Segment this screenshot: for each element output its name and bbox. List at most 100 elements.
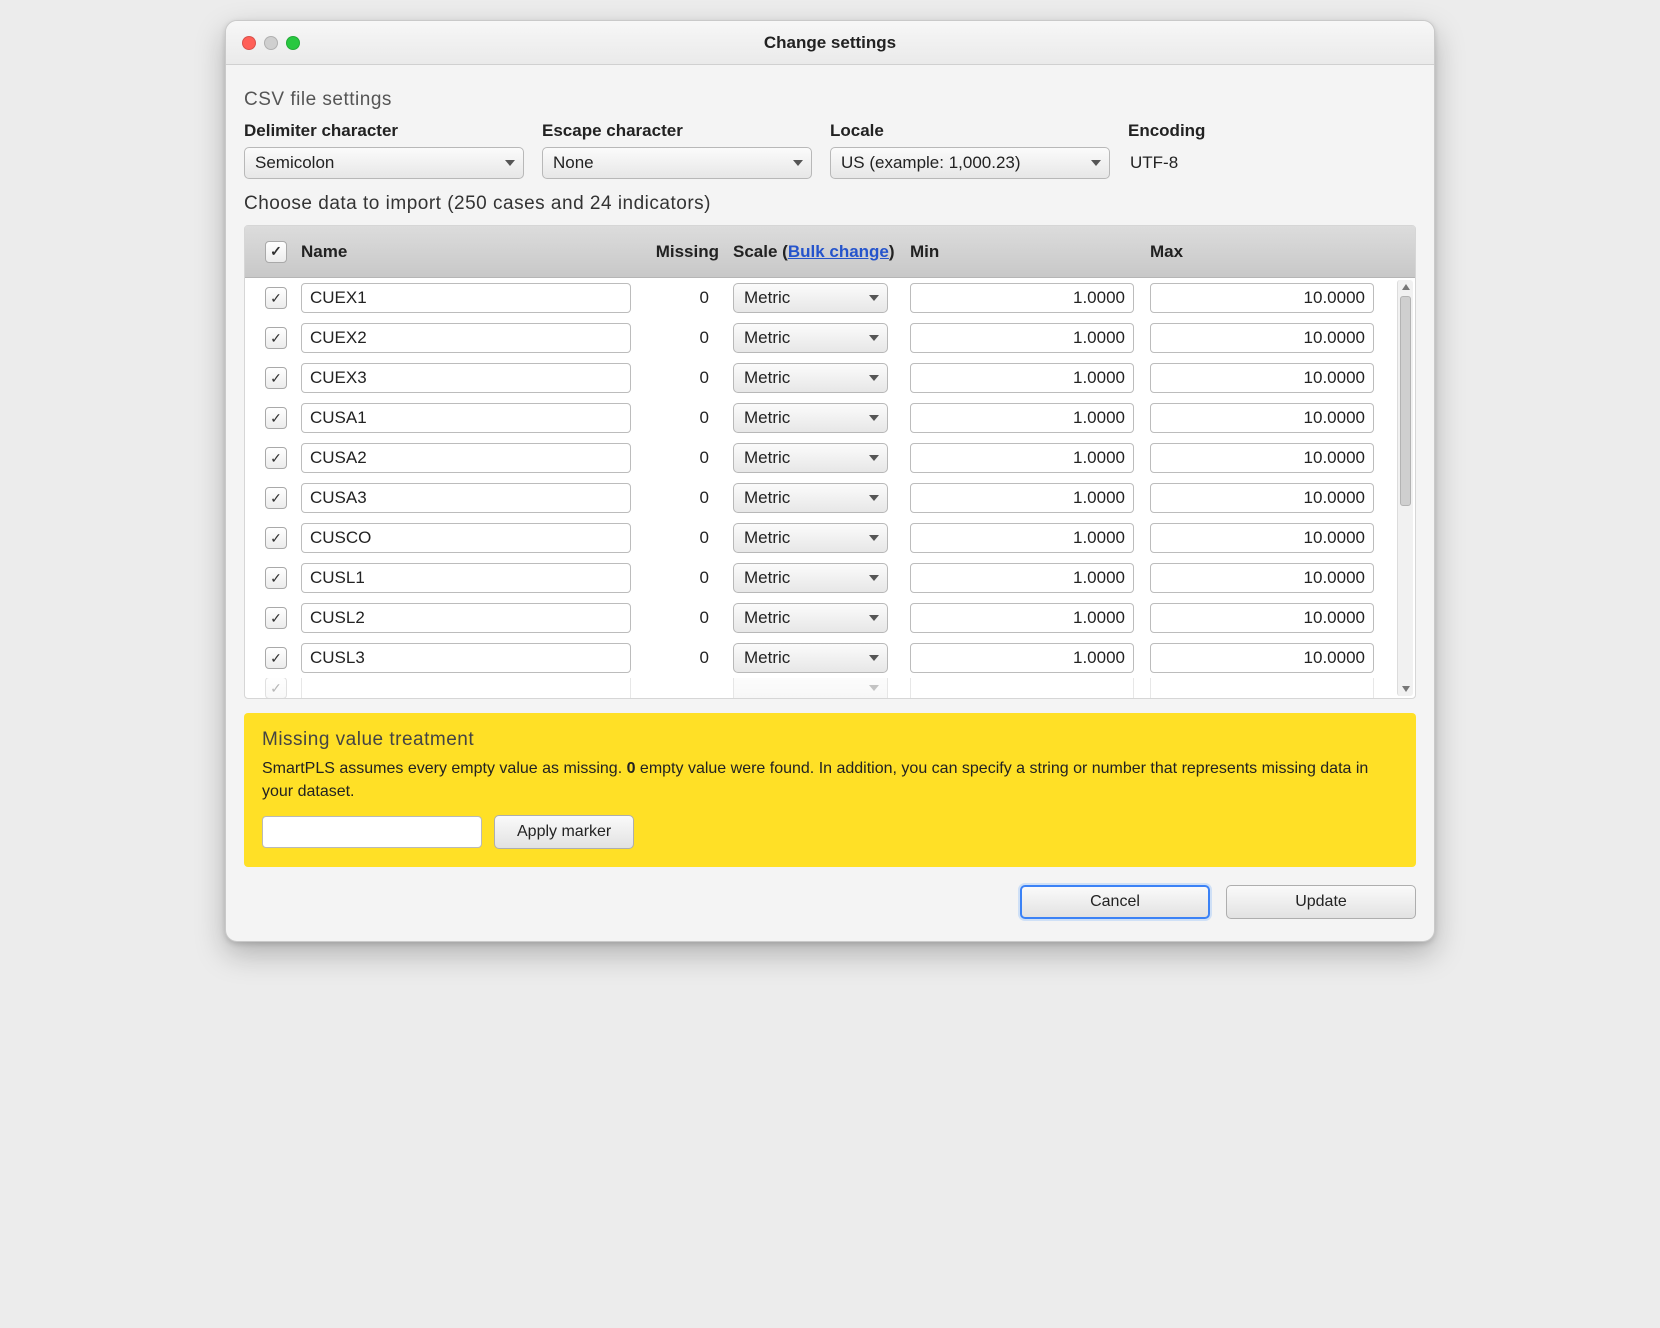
name-input[interactable]: CUEX3 bbox=[301, 363, 631, 393]
name-input[interactable]: CUEX2 bbox=[301, 323, 631, 353]
min-input[interactable]: 1.0000 bbox=[910, 523, 1134, 553]
missing-count: 0 bbox=[645, 648, 725, 668]
minimize-icon bbox=[264, 36, 278, 50]
encoding-value: UTF-8 bbox=[1128, 147, 1416, 179]
chevron-down-icon bbox=[869, 685, 879, 691]
delimiter-select[interactable]: Semicolon bbox=[244, 147, 524, 179]
encoding-setting: Encoding UTF-8 bbox=[1128, 121, 1416, 179]
scale-select[interactable]: Metric bbox=[733, 443, 888, 473]
missing-count: 0 bbox=[645, 288, 725, 308]
scroll-up-icon[interactable] bbox=[1402, 284, 1410, 290]
scale-select[interactable]: Metric bbox=[733, 363, 888, 393]
row-checkbox[interactable]: ✓ bbox=[265, 367, 287, 389]
name-input[interactable]: CUSCO bbox=[301, 523, 631, 553]
missing-panel-title: Missing value treatment bbox=[262, 729, 1398, 751]
name-input[interactable]: CUSL1 bbox=[301, 563, 631, 593]
scroll-thumb[interactable] bbox=[1400, 296, 1411, 506]
name-input[interactable]: CUSL2 bbox=[301, 603, 631, 633]
row-checkbox[interactable]: ✓ bbox=[265, 447, 287, 469]
scale-select[interactable]: Metric bbox=[733, 603, 888, 633]
max-input[interactable] bbox=[1150, 678, 1374, 698]
delimiter-setting: Delimiter character Semicolon bbox=[244, 121, 524, 179]
chevron-down-icon bbox=[869, 655, 879, 661]
scale-select[interactable]: Metric bbox=[733, 283, 888, 313]
scale-select[interactable] bbox=[733, 678, 888, 698]
missing-marker-input[interactable] bbox=[262, 816, 482, 848]
min-input[interactable]: 1.0000 bbox=[910, 323, 1134, 353]
min-input[interactable]: 1.0000 bbox=[910, 443, 1134, 473]
name-input[interactable]: CUSA3 bbox=[301, 483, 631, 513]
row-checkbox[interactable]: ✓ bbox=[265, 607, 287, 629]
row-checkbox[interactable]: ✓ bbox=[265, 327, 287, 349]
name-input[interactable]: CUSL3 bbox=[301, 643, 631, 673]
scale-select[interactable]: Metric bbox=[733, 563, 888, 593]
min-input[interactable]: 1.0000 bbox=[910, 603, 1134, 633]
escape-setting: Escape character None bbox=[542, 121, 812, 179]
max-input[interactable]: 10.0000 bbox=[1150, 643, 1374, 673]
scale-select[interactable]: Metric bbox=[733, 483, 888, 513]
locale-select[interactable]: US (example: 1,000.23) bbox=[830, 147, 1110, 179]
chevron-down-icon bbox=[1091, 160, 1101, 166]
missing-count: 0 bbox=[645, 408, 725, 428]
chevron-down-icon bbox=[793, 160, 803, 166]
max-input[interactable]: 10.0000 bbox=[1150, 483, 1374, 513]
vertical-scrollbar[interactable] bbox=[1397, 280, 1413, 696]
name-input[interactable]: CUSA1 bbox=[301, 403, 631, 433]
max-input[interactable]: 10.0000 bbox=[1150, 443, 1374, 473]
min-input[interactable]: 1.0000 bbox=[910, 643, 1134, 673]
close-icon[interactable] bbox=[242, 36, 256, 50]
max-input[interactable]: 10.0000 bbox=[1150, 523, 1374, 553]
min-input[interactable]: 1.0000 bbox=[910, 403, 1134, 433]
chevron-down-icon bbox=[869, 615, 879, 621]
missing-count: 0 bbox=[645, 568, 725, 588]
col-missing-header: Missing bbox=[645, 242, 725, 262]
dialog-footer: Cancel Update bbox=[244, 885, 1416, 919]
missing-count: 0 bbox=[645, 368, 725, 388]
max-input[interactable]: 10.0000 bbox=[1150, 283, 1374, 313]
scale-select[interactable]: Metric bbox=[733, 643, 888, 673]
bulk-change-link[interactable]: Bulk change bbox=[788, 242, 889, 261]
table-row: ✓CUEX20Metric1.000010.0000 bbox=[245, 318, 1415, 358]
row-checkbox[interactable]: ✓ bbox=[265, 678, 287, 698]
missing-count: 0 bbox=[645, 608, 725, 628]
max-input[interactable]: 10.0000 bbox=[1150, 363, 1374, 393]
select-all-checkbox[interactable]: ✓ bbox=[265, 241, 287, 263]
col-min-header: Min bbox=[900, 242, 1140, 262]
update-button[interactable]: Update bbox=[1226, 885, 1416, 919]
chevron-down-icon bbox=[869, 295, 879, 301]
scale-select[interactable]: Metric bbox=[733, 323, 888, 353]
scroll-down-icon[interactable] bbox=[1402, 686, 1410, 692]
chevron-down-icon bbox=[869, 335, 879, 341]
scale-select[interactable]: Metric bbox=[733, 403, 888, 433]
row-checkbox[interactable]: ✓ bbox=[265, 287, 287, 309]
choose-data-line: Choose data to import (250 cases and 24 … bbox=[244, 193, 1416, 215]
table-row: ✓CUSA30Metric1.000010.0000 bbox=[245, 478, 1415, 518]
name-input[interactable] bbox=[301, 678, 631, 698]
table-row: ✓ CUSL1 0 Metric 1.0000 10.0000 bbox=[245, 558, 1415, 598]
name-input[interactable]: CUSA2 bbox=[301, 443, 631, 473]
max-input[interactable]: 10.0000 bbox=[1150, 403, 1374, 433]
cancel-button[interactable]: Cancel bbox=[1020, 885, 1210, 919]
missing-count: 0 bbox=[645, 528, 725, 548]
row-checkbox[interactable]: ✓ bbox=[265, 647, 287, 669]
table-row: ✓ CUSL2 0 Metric 1.0000 10.0000 bbox=[245, 598, 1415, 638]
min-input[interactable] bbox=[910, 678, 1134, 698]
max-input[interactable]: 10.0000 bbox=[1150, 563, 1374, 593]
max-input[interactable]: 10.0000 bbox=[1150, 323, 1374, 353]
max-input[interactable]: 10.0000 bbox=[1150, 603, 1374, 633]
row-checkbox[interactable]: ✓ bbox=[265, 407, 287, 429]
min-input[interactable]: 1.0000 bbox=[910, 283, 1134, 313]
min-input[interactable]: 1.0000 bbox=[910, 483, 1134, 513]
min-input[interactable]: 1.0000 bbox=[910, 563, 1134, 593]
row-checkbox[interactable]: ✓ bbox=[265, 487, 287, 509]
chevron-down-icon bbox=[869, 495, 879, 501]
escape-select[interactable]: None bbox=[542, 147, 812, 179]
apply-marker-button[interactable]: Apply marker bbox=[494, 815, 634, 849]
min-input[interactable]: 1.0000 bbox=[910, 363, 1134, 393]
row-checkbox[interactable]: ✓ bbox=[265, 567, 287, 589]
zoom-icon[interactable] bbox=[286, 36, 300, 50]
escape-label: Escape character bbox=[542, 121, 812, 141]
name-input[interactable]: CUEX1 bbox=[301, 283, 631, 313]
row-checkbox[interactable]: ✓ bbox=[265, 527, 287, 549]
scale-select[interactable]: Metric bbox=[733, 523, 888, 553]
